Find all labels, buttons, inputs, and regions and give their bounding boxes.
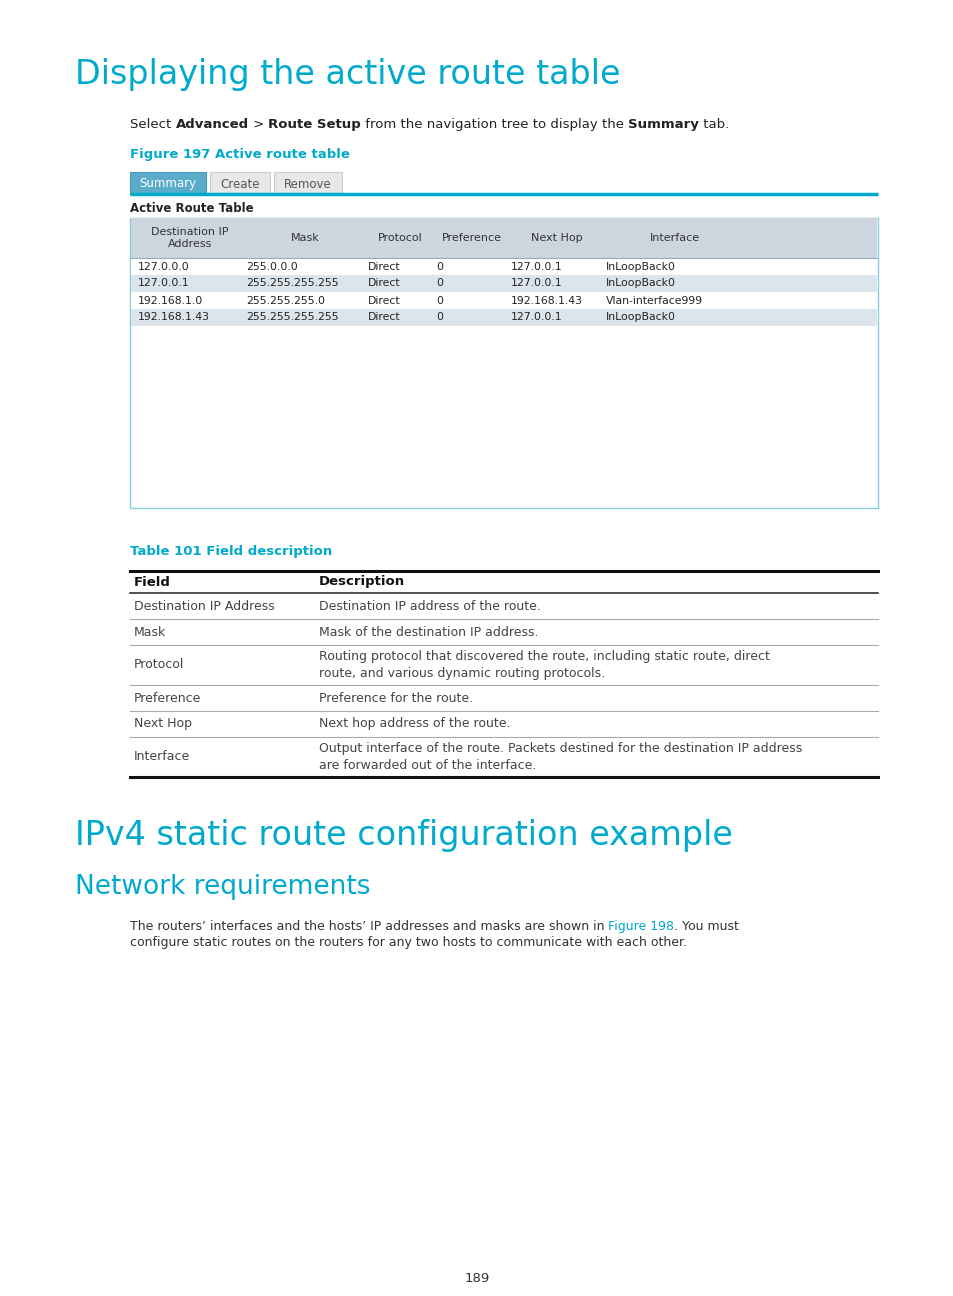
- Text: 255.255.255.0: 255.255.255.0: [246, 295, 325, 306]
- Text: Mask of the destination IP address.: Mask of the destination IP address.: [318, 626, 537, 639]
- Text: from the navigation tree to display the: from the navigation tree to display the: [360, 118, 628, 131]
- Text: Protocol: Protocol: [133, 658, 184, 671]
- Text: >: >: [249, 118, 268, 131]
- Bar: [131, 292, 876, 308]
- Bar: [274, 172, 341, 194]
- Text: 127.0.0.1: 127.0.0.1: [511, 262, 562, 271]
- Text: 0: 0: [436, 312, 442, 323]
- Text: Direct: Direct: [368, 262, 400, 271]
- Text: Output interface of the route. Packets destined for the destination IP address
a: Output interface of the route. Packets d…: [318, 743, 801, 772]
- Text: 127.0.0.0: 127.0.0.0: [138, 262, 190, 271]
- Text: 0: 0: [436, 295, 442, 306]
- Text: IPv4 static route configuration example: IPv4 static route configuration example: [75, 819, 732, 851]
- Text: 0: 0: [436, 279, 442, 289]
- Text: Mask: Mask: [133, 626, 166, 639]
- Text: Interface: Interface: [649, 233, 700, 244]
- Text: Network requirements: Network requirements: [75, 874, 370, 899]
- Text: The routers’ interfaces and the hosts’ IP addresses and masks are shown in: The routers’ interfaces and the hosts’ I…: [130, 920, 608, 933]
- Text: 192.168.1.43: 192.168.1.43: [511, 295, 582, 306]
- Text: Direct: Direct: [368, 295, 400, 306]
- Text: . You must: . You must: [674, 920, 739, 933]
- Text: Protocol: Protocol: [377, 233, 422, 244]
- Text: Destination IP
Address: Destination IP Address: [152, 227, 229, 249]
- Text: Interface: Interface: [133, 750, 190, 763]
- Text: Remove: Remove: [284, 178, 332, 191]
- Text: Table 101 Field description: Table 101 Field description: [130, 546, 332, 559]
- Text: Figure 197 Active route table: Figure 197 Active route table: [130, 148, 350, 161]
- Text: Preference for the route.: Preference for the route.: [318, 692, 473, 705]
- Bar: [130, 218, 877, 508]
- Bar: [131, 275, 876, 292]
- Text: 255.255.255.255: 255.255.255.255: [246, 279, 338, 289]
- Text: Routing protocol that discovered the route, including static route, direct
route: Routing protocol that discovered the rou…: [318, 651, 769, 680]
- Text: Next Hop: Next Hop: [133, 718, 192, 731]
- Text: InLoopBack0: InLoopBack0: [605, 312, 676, 323]
- Text: Summary: Summary: [628, 118, 699, 131]
- Text: Active Route Table: Active Route Table: [130, 202, 253, 215]
- Text: Figure 198: Figure 198: [608, 920, 674, 933]
- Bar: [131, 218, 876, 258]
- Text: InLoopBack0: InLoopBack0: [605, 262, 676, 271]
- Text: InLoopBack0: InLoopBack0: [605, 279, 676, 289]
- Bar: [130, 172, 206, 194]
- Text: 127.0.0.1: 127.0.0.1: [511, 312, 562, 323]
- Text: Preference: Preference: [441, 233, 501, 244]
- Text: 255.255.255.255: 255.255.255.255: [246, 312, 338, 323]
- Text: Destination IP Address: Destination IP Address: [133, 600, 274, 613]
- Text: tab.: tab.: [699, 118, 729, 131]
- Text: Advanced: Advanced: [175, 118, 249, 131]
- Bar: [131, 308, 876, 327]
- Text: 192.168.1.43: 192.168.1.43: [138, 312, 210, 323]
- Text: Field: Field: [133, 575, 171, 588]
- Text: 192.168.1.0: 192.168.1.0: [138, 295, 203, 306]
- Text: Destination IP address of the route.: Destination IP address of the route.: [318, 600, 540, 613]
- Text: 0: 0: [436, 262, 442, 271]
- Text: 255.0.0.0: 255.0.0.0: [246, 262, 297, 271]
- Text: Vlan-interface999: Vlan-interface999: [605, 295, 702, 306]
- Text: 189: 189: [464, 1271, 489, 1286]
- Bar: [131, 258, 876, 275]
- Text: Preference: Preference: [133, 692, 201, 705]
- Text: Direct: Direct: [368, 312, 400, 323]
- Text: Route Setup: Route Setup: [268, 118, 360, 131]
- Text: Direct: Direct: [368, 279, 400, 289]
- Text: 127.0.0.1: 127.0.0.1: [511, 279, 562, 289]
- Text: Displaying the active route table: Displaying the active route table: [75, 58, 619, 91]
- Text: Mask: Mask: [291, 233, 319, 244]
- Bar: [210, 172, 270, 194]
- Text: Create: Create: [220, 178, 259, 191]
- Text: Select: Select: [130, 118, 175, 131]
- Text: Description: Description: [318, 575, 405, 588]
- Text: configure static routes on the routers for any two hosts to communicate with eac: configure static routes on the routers f…: [130, 936, 686, 949]
- Text: Summary: Summary: [139, 178, 196, 191]
- Text: Next Hop: Next Hop: [530, 233, 581, 244]
- Text: 127.0.0.1: 127.0.0.1: [138, 279, 190, 289]
- Text: Next hop address of the route.: Next hop address of the route.: [318, 718, 510, 731]
